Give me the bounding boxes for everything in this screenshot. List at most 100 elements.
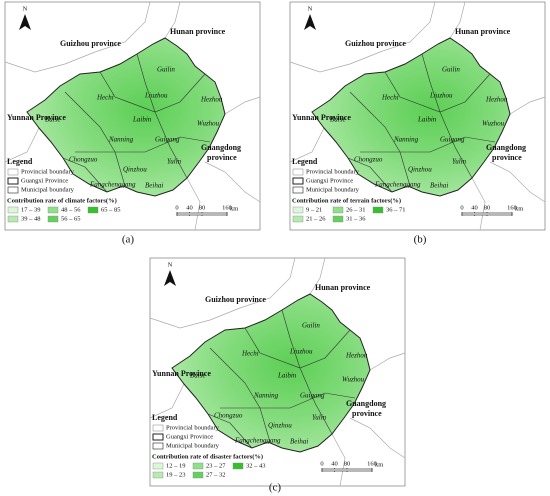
municipal-boundary bbox=[349, 91, 411, 187]
legend-swatch bbox=[152, 424, 164, 432]
class-label: 32 – 43 bbox=[246, 462, 266, 469]
municipal-boundary bbox=[209, 347, 271, 443]
class-swatch bbox=[332, 215, 344, 223]
scale-bar bbox=[321, 468, 373, 472]
legend-classes-title: Contribution rate of terrain factors(%) bbox=[292, 197, 401, 204]
city-label: Fangchenggang bbox=[234, 437, 281, 445]
legend-item: Guangxi Province bbox=[166, 433, 213, 440]
class-swatch bbox=[7, 215, 19, 223]
municipal-boundary bbox=[136, 53, 156, 113]
municipal-boundary bbox=[75, 136, 211, 153]
city-label: Guigang bbox=[155, 136, 180, 144]
province-label: Yunnan Province bbox=[7, 113, 66, 122]
legend-swatch bbox=[152, 433, 164, 441]
scale-label: 80 bbox=[344, 460, 351, 467]
city-label: Chongzuo bbox=[354, 156, 383, 164]
scale-label: 0 bbox=[460, 204, 463, 211]
city-label: Chongzuo bbox=[69, 156, 98, 164]
north-arrow bbox=[304, 14, 316, 30]
provincial-boundary bbox=[289, 127, 325, 163]
city-label: Laibin bbox=[417, 116, 437, 124]
legend-item: Municipal boundary bbox=[166, 442, 220, 449]
province-label: Hunan province bbox=[170, 27, 226, 36]
provincial-boundary bbox=[509, 96, 546, 115]
class-swatch bbox=[152, 471, 164, 479]
city-label: Nanning bbox=[393, 136, 419, 144]
legend-title: Legend bbox=[292, 157, 318, 166]
class-swatch bbox=[192, 471, 204, 479]
provincial-boundary bbox=[149, 383, 185, 419]
scale-label: 80 bbox=[484, 204, 491, 211]
provincial-boundary bbox=[449, 1, 466, 39]
province-label: Hunan province bbox=[315, 283, 371, 292]
class-label: 39 – 48 bbox=[21, 215, 41, 222]
province-label: Yunnan Province bbox=[152, 369, 211, 378]
class-label: 23 – 27 bbox=[206, 462, 226, 469]
legend-classes-title: Contribution rate of disaster factors(%) bbox=[152, 453, 263, 460]
province-label: Guangdong bbox=[346, 399, 386, 408]
legend: Legend Provincial boundary Guangxi Provinc… bbox=[292, 157, 406, 223]
province-label: Guizhou province bbox=[60, 39, 121, 48]
city-label: Hechi bbox=[96, 94, 114, 102]
class-label: 26 – 31 bbox=[346, 206, 366, 213]
city-label: Hechi bbox=[381, 94, 399, 102]
scale-label: 160 bbox=[507, 204, 517, 211]
class-label: 19 – 23 bbox=[166, 471, 186, 478]
class-label: 31 – 36 bbox=[346, 215, 366, 222]
municipal-boundary bbox=[220, 392, 356, 409]
north-label: N bbox=[23, 5, 28, 12]
provincial-boundary bbox=[4, 1, 151, 73]
municipal-boundary bbox=[154, 111, 188, 179]
class-swatch bbox=[152, 462, 164, 470]
provincial-boundary bbox=[331, 433, 346, 487]
panel-label: (a) bbox=[122, 234, 135, 246]
city-label: Guilin bbox=[157, 66, 175, 74]
city-label: Hezhou bbox=[485, 96, 508, 104]
map-panel: N Guizhou province Hunan province Yunnan Pr… bbox=[149, 257, 406, 487]
class-swatch bbox=[7, 206, 19, 214]
legend: Legend Provincial boundary Guangxi Provinc… bbox=[7, 157, 121, 223]
provincial-boundary bbox=[289, 1, 436, 73]
city-label: Nanning bbox=[108, 136, 134, 144]
city-label: Qinzhou bbox=[268, 422, 292, 430]
province-label: Yunnan Province bbox=[292, 113, 351, 122]
city-label: Liuzhou bbox=[289, 348, 313, 356]
scale-label: 40 bbox=[186, 204, 193, 211]
city-label: Beihai bbox=[290, 438, 308, 446]
class-swatch bbox=[232, 462, 244, 470]
class-label: 12 – 19 bbox=[166, 462, 186, 469]
city-label: Baise bbox=[190, 372, 206, 380]
scale-bar bbox=[461, 212, 513, 216]
legend-item: Guangxi Province bbox=[21, 177, 68, 184]
legend-item: Provincial boundary bbox=[306, 168, 360, 175]
class-label: 65 – 85 bbox=[101, 206, 121, 213]
map-panel: N Guizhou province Hunan province Yunnan Pr… bbox=[4, 1, 261, 231]
legend-swatch bbox=[7, 186, 19, 194]
city-label: Guigang bbox=[300, 392, 325, 400]
legend-item: Provincial boundary bbox=[166, 424, 220, 431]
legend-item: Municipal boundary bbox=[21, 186, 75, 193]
city-label: Baise bbox=[45, 116, 61, 124]
city-label: Hechi bbox=[241, 350, 259, 358]
legend-swatch bbox=[7, 177, 19, 185]
city-label: Fangchenggang bbox=[374, 181, 421, 189]
municipal-boundary bbox=[64, 91, 126, 187]
scale-bar bbox=[176, 212, 228, 216]
municipal-boundary bbox=[281, 309, 301, 369]
provincial-boundary bbox=[204, 161, 261, 203]
province-label: province bbox=[492, 153, 522, 162]
north-label: N bbox=[308, 5, 313, 12]
class-label: 9 – 21 bbox=[306, 206, 322, 213]
city-label: Laibin bbox=[277, 372, 297, 380]
city-label: Yulin bbox=[312, 414, 327, 422]
city-label: Yulin bbox=[167, 158, 182, 166]
municipal-boundary bbox=[299, 367, 333, 435]
class-swatch bbox=[332, 206, 344, 214]
city-label: Liuzhou bbox=[144, 92, 168, 100]
provincial-boundary bbox=[164, 1, 181, 39]
city-label: Wuzhou bbox=[342, 376, 365, 384]
provincial-boundary bbox=[489, 161, 546, 203]
city-label: Wuzhou bbox=[482, 120, 505, 128]
city-label: Nanning bbox=[253, 392, 279, 400]
map-panel: N Guizhou province Hunan province Yunnan Pr… bbox=[289, 1, 546, 231]
